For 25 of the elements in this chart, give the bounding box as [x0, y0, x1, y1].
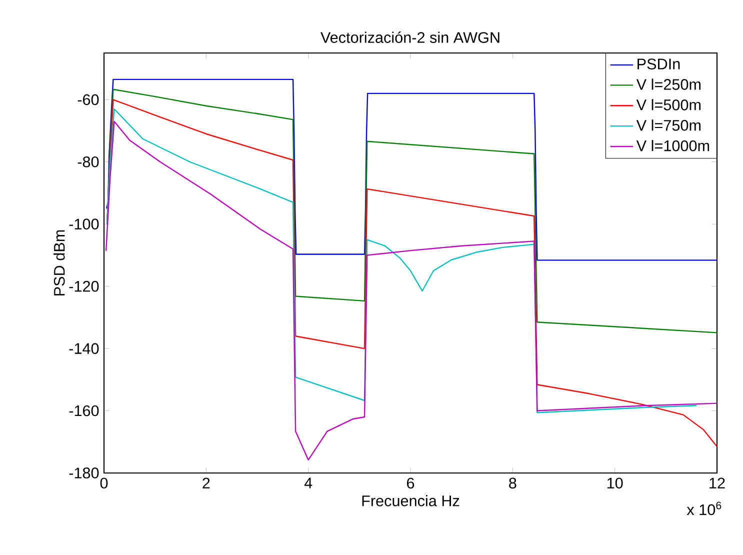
line-series [106, 88, 717, 334]
legend-label: V l=500m [636, 99, 700, 110]
y-tick-label: -120 [69, 280, 99, 292]
x-tick-label: 0 [100, 478, 108, 489]
legend-label: V l=250m [636, 78, 700, 90]
line-series [106, 78, 717, 261]
x-tick-label: 8 [509, 478, 516, 489]
y-tick-label: -60 [78, 94, 99, 106]
y-tick-label: -80 [78, 156, 99, 168]
x-tick-label: 2 [202, 478, 210, 488]
y-tick-label: -160 [69, 405, 99, 416]
chart-title: Vectorización-2 sin AWGN [320, 32, 500, 43]
y-axis-title: PSD dBm [54, 230, 65, 296]
text: x 10$^{6}$ [686, 502, 722, 516]
legend-label: V l=750m [636, 120, 700, 131]
x-axis-title: Frecuencia Hz [362, 495, 460, 506]
x-tick-label: 6 [407, 478, 414, 489]
x-tick-label: 12 [710, 478, 725, 488]
legend-label: PSDIn [638, 58, 680, 70]
legend-label: V l=1000m [636, 140, 710, 152]
y-tick-label: -180 [69, 468, 99, 478]
x-tick-label: 4 [304, 478, 312, 488]
y-tick-label: -140 [69, 343, 99, 354]
x-tick-label: 10 [607, 478, 623, 489]
y-tick-label: -100 [69, 218, 99, 230]
